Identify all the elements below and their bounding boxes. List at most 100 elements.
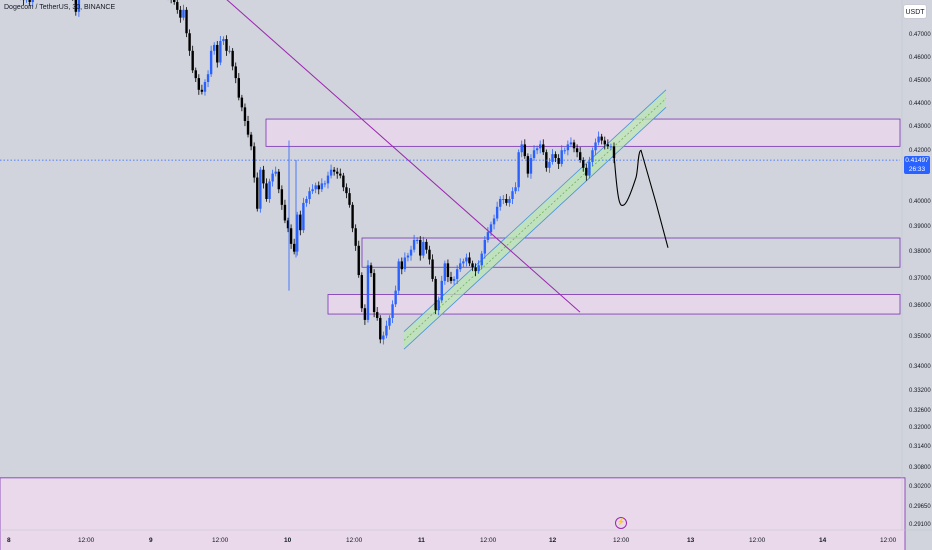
- candle-173: [529, 154, 533, 179]
- candle-102: [311, 184, 314, 194]
- candle-body: [594, 142, 597, 151]
- candle-108: [329, 164, 333, 179]
- candle-136: [415, 237, 419, 244]
- candle-body: [252, 146, 256, 178]
- currency-button[interactable]: USDT: [903, 4, 927, 19]
- candle-body: [505, 199, 508, 203]
- candle-110: [336, 167, 339, 179]
- candle-body: [176, 2, 179, 10]
- candle-body: [455, 269, 459, 279]
- candle-109: [332, 167, 336, 176]
- x-tick-label: 13: [687, 537, 695, 544]
- candle-body: [422, 241, 425, 256]
- candle-body: [557, 158, 560, 164]
- candle-86: [262, 165, 265, 189]
- x-tick-label: 10: [284, 537, 292, 544]
- candle-143: [437, 296, 440, 316]
- candle-175: [535, 145, 539, 155]
- candle-body: [529, 158, 533, 174]
- candle-body: [425, 241, 428, 250]
- candle-65: [197, 74, 201, 95]
- candle-149: [455, 265, 459, 285]
- candle-body: [612, 146, 616, 159]
- candle-56: [170, 0, 172, 4]
- y-tick-label: 0.45000: [909, 78, 931, 84]
- current-price-tag: 0.41497 26:33: [904, 156, 930, 174]
- candle-body: [28, 0, 31, 3]
- candle-81: [246, 115, 250, 138]
- candle-66: [200, 84, 204, 95]
- candle-196: [600, 133, 603, 145]
- candle-116: [354, 224, 357, 251]
- candle-body: [268, 181, 271, 199]
- candle-body: [283, 204, 287, 221]
- candle-181: [554, 151, 557, 162]
- candle-74: [225, 35, 228, 56]
- y-tick-label: 0.38000: [909, 249, 931, 255]
- candle-125: [382, 331, 385, 345]
- candle-body: [342, 175, 345, 188]
- candle-87: [265, 178, 268, 202]
- candle-122: [372, 269, 376, 318]
- candle-112: [342, 172, 345, 192]
- candle-123: [375, 307, 379, 321]
- candle-body: [323, 183, 327, 185]
- candle-body: [415, 239, 419, 241]
- candle-141: [431, 254, 434, 282]
- candle-body: [317, 185, 320, 190]
- candle-172: [526, 153, 530, 178]
- candle-body: [348, 193, 351, 205]
- candle-71: [216, 41, 219, 68]
- candle-166: [508, 196, 511, 207]
- candle-body: [332, 169, 336, 172]
- candle-69: [209, 45, 213, 77]
- candle-188: [575, 144, 579, 158]
- candle-105: [320, 178, 324, 192]
- candle-117: [357, 240, 360, 278]
- candle-body: [431, 259, 434, 279]
- candle-body: [397, 261, 400, 291]
- symbol-title[interactable]: Dogecoin / TetherUS, 30, BINANCE: [4, 4, 116, 11]
- lightning-bolt-icon[interactable]: ⚡: [615, 517, 627, 529]
- candle-body: [606, 144, 610, 147]
- candle-180: [551, 149, 554, 165]
- candle-11: [31, 0, 34, 8]
- candle-153: [468, 252, 471, 267]
- candle-176: [538, 140, 542, 154]
- y-tick-label: 0.43000: [909, 124, 931, 130]
- candle-body: [339, 173, 342, 176]
- candle-80: [243, 103, 247, 127]
- candle-body: [256, 177, 259, 209]
- candle-body: [471, 263, 474, 268]
- y-tick-label: 0.30200: [909, 484, 931, 490]
- candle-body: [191, 50, 194, 71]
- candle-body: [271, 173, 274, 182]
- candle-body: [563, 150, 566, 152]
- y-tick-label: 0.40000: [909, 199, 931, 205]
- x-tick-label: 11: [418, 537, 425, 544]
- candle-197: [603, 136, 606, 150]
- candle-body: [206, 74, 210, 82]
- candle-75: [228, 45, 231, 54]
- y-tick-label: 0.46000: [909, 55, 931, 61]
- candle-139: [425, 239, 428, 254]
- candle-182: [557, 154, 560, 169]
- x-tick-label: 12: [549, 537, 557, 544]
- candle-body: [296, 214, 299, 252]
- candle-186: [569, 137, 573, 148]
- candle-body: [228, 50, 231, 52]
- candle-body: [329, 169, 333, 176]
- candle-body: [292, 243, 296, 252]
- candle-83: [252, 142, 256, 183]
- candle-body: [259, 169, 262, 209]
- candle-body: [486, 232, 490, 240]
- x-tick-label: 8: [7, 537, 11, 544]
- candle-183: [560, 145, 563, 167]
- candle-body: [369, 265, 373, 274]
- candle-body: [314, 185, 317, 190]
- candle-179: [548, 158, 551, 173]
- candle-170: [520, 140, 523, 158]
- candle-body: [569, 142, 573, 145]
- candle-62: [188, 29, 191, 56]
